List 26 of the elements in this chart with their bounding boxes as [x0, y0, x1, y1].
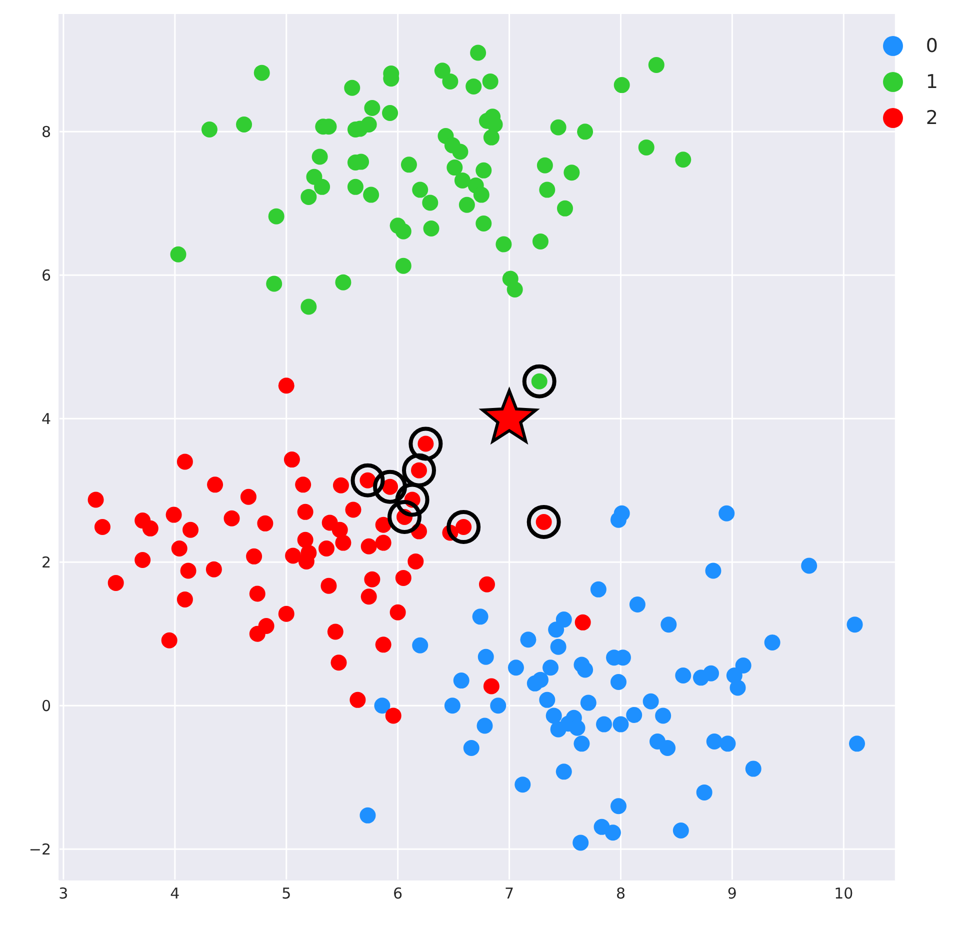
y-tick-label: −2: [28, 840, 51, 858]
x-tick-label: 4: [170, 884, 180, 903]
y-tick-label: 0: [41, 696, 51, 715]
x-tick-label: 10: [834, 884, 854, 903]
point: [402, 453, 436, 488]
point: [526, 504, 561, 539]
point: [522, 364, 556, 398]
point: [446, 510, 481, 544]
x-tick-label: 3: [58, 884, 68, 903]
point: [395, 482, 430, 517]
x-tick-label: 5: [282, 884, 292, 903]
x-tick-label: 9: [727, 884, 737, 903]
y-tick-label: 2: [41, 553, 51, 572]
legend-label: 1: [926, 71, 938, 93]
legend-label: 0: [926, 35, 938, 57]
legend-label: 2: [926, 107, 938, 129]
point: [350, 463, 385, 498]
x-tick-label: 6: [393, 884, 403, 903]
point: [388, 500, 422, 534]
point: [373, 470, 408, 504]
x-tick-label: 8: [616, 884, 626, 903]
y-tick-label: 8: [41, 122, 51, 141]
x-tick-label: 7: [504, 884, 514, 903]
point: [408, 426, 443, 461]
y-tick-label: 4: [41, 410, 51, 428]
y-tick-label: 6: [41, 266, 51, 284]
